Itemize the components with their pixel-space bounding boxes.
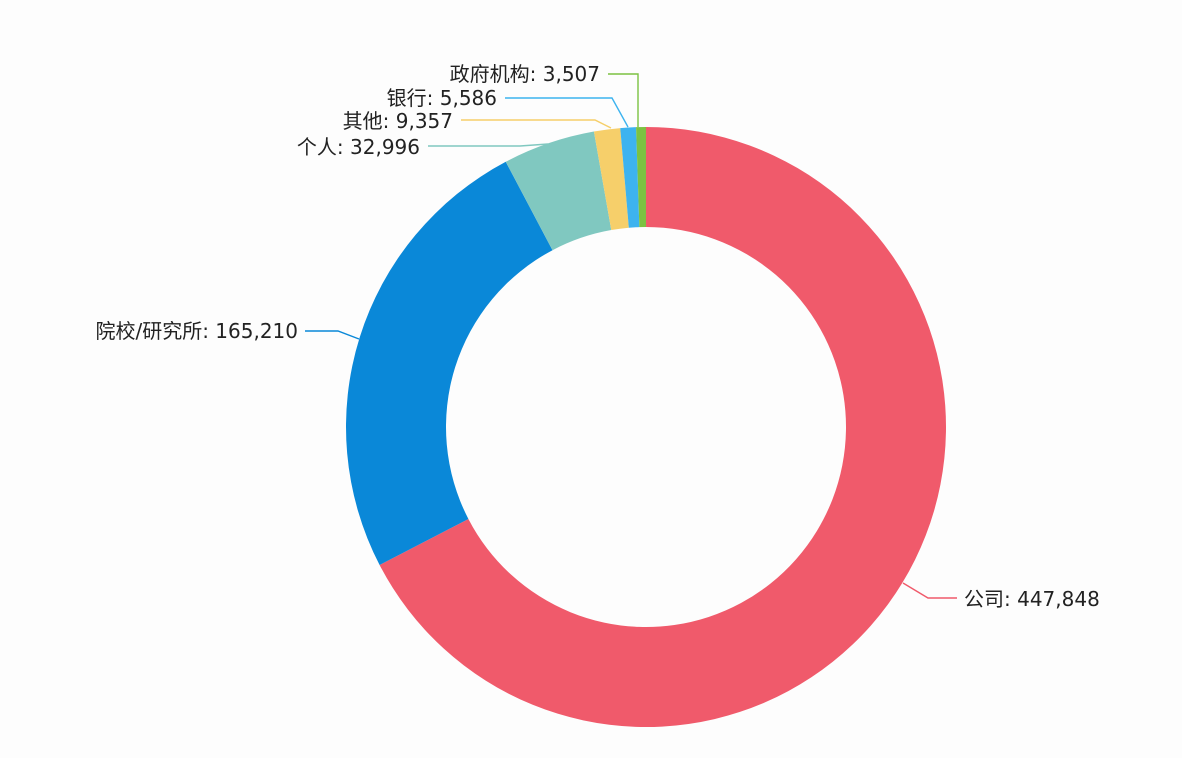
labels-layer: 公司: 447,848 院校/研究所: 165,210 个人: 32,996 其… bbox=[95, 62, 1099, 611]
slices-layer bbox=[346, 127, 946, 728]
slice-label-university: 院校/研究所: 165,210 bbox=[95, 319, 298, 343]
leader-line-university bbox=[305, 330, 360, 340]
slice-label-bank: 银行: 5,586 bbox=[387, 86, 497, 110]
slice-government bbox=[636, 127, 646, 228]
slice-university bbox=[346, 161, 553, 565]
leader-line-other bbox=[461, 119, 612, 129]
leader-line-individual bbox=[428, 143, 549, 147]
slice-label-other: 其他: 9,357 bbox=[343, 109, 453, 133]
leader-lines-layer bbox=[305, 73, 957, 599]
slice-label-government: 政府机构: 3,507 bbox=[450, 62, 600, 86]
slice-individual bbox=[505, 131, 612, 251]
leader-line-bank bbox=[505, 97, 629, 128]
slice-other bbox=[593, 128, 629, 231]
slice-label-company: 公司: 447,848 bbox=[964, 587, 1100, 611]
leader-line-company bbox=[902, 582, 957, 599]
slice-company bbox=[379, 127, 946, 728]
leader-line-government bbox=[608, 73, 639, 127]
slice-label-individual: 个人: 32,996 bbox=[297, 135, 420, 159]
slice-bank bbox=[620, 127, 640, 228]
